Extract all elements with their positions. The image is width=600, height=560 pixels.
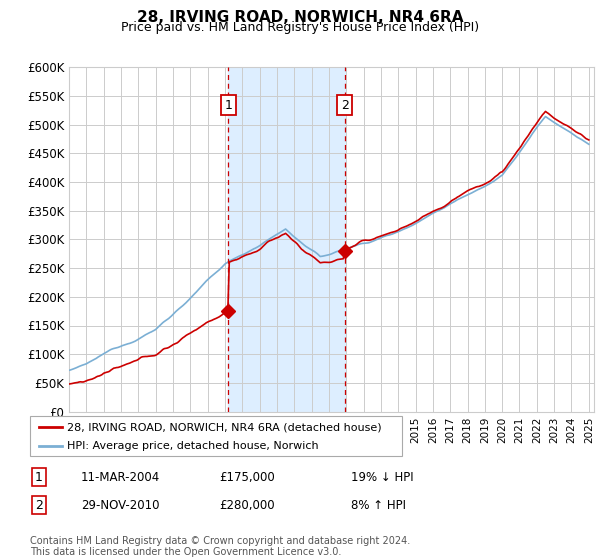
- Text: 11-MAR-2004: 11-MAR-2004: [81, 470, 160, 484]
- Text: 28, IRVING ROAD, NORWICH, NR4 6RA: 28, IRVING ROAD, NORWICH, NR4 6RA: [137, 10, 463, 25]
- Text: 2: 2: [341, 99, 349, 111]
- FancyBboxPatch shape: [30, 416, 402, 456]
- Text: Contains HM Land Registry data © Crown copyright and database right 2024.
This d: Contains HM Land Registry data © Crown c…: [30, 535, 410, 557]
- Text: 19% ↓ HPI: 19% ↓ HPI: [351, 470, 413, 484]
- Text: 29-NOV-2010: 29-NOV-2010: [81, 498, 160, 512]
- Text: £280,000: £280,000: [219, 498, 275, 512]
- Text: 28, IRVING ROAD, NORWICH, NR4 6RA (detached house): 28, IRVING ROAD, NORWICH, NR4 6RA (detac…: [67, 422, 382, 432]
- Bar: [228, 67, 344, 412]
- Text: Price paid vs. HM Land Registry's House Price Index (HPI): Price paid vs. HM Land Registry's House …: [121, 21, 479, 34]
- Text: 1: 1: [224, 99, 232, 111]
- Text: HPI: Average price, detached house, Norwich: HPI: Average price, detached house, Norw…: [67, 441, 319, 451]
- Text: 2: 2: [35, 498, 43, 512]
- Text: 1: 1: [35, 470, 43, 484]
- Text: £175,000: £175,000: [219, 470, 275, 484]
- Text: 8% ↑ HPI: 8% ↑ HPI: [351, 498, 406, 512]
